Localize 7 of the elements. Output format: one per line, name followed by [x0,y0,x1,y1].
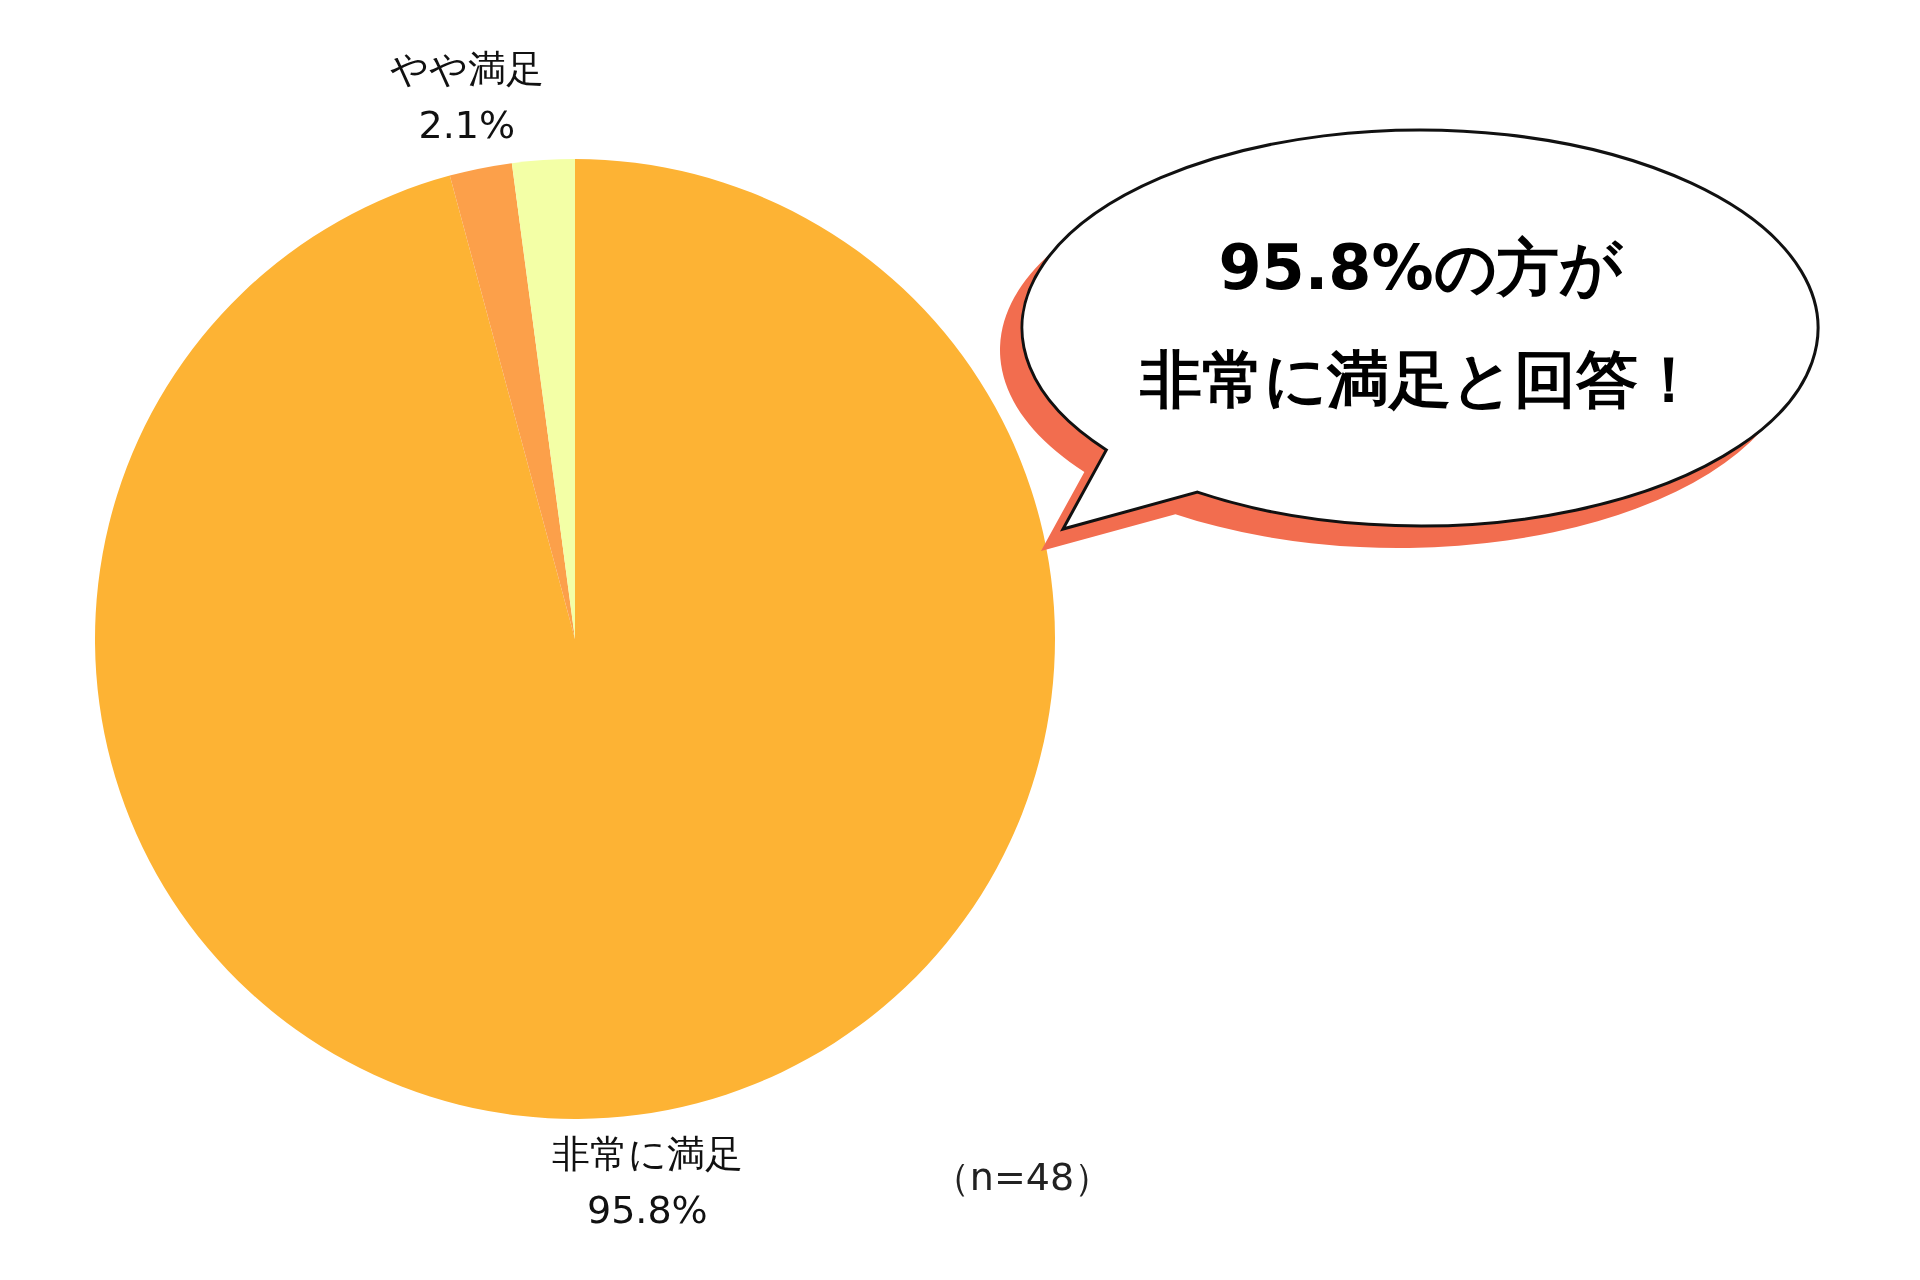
text: 非常に満足と回答！ [1139,343,1700,417]
text: （n=48） [931,1154,1113,1199]
slice-label: やや満足 [389,47,544,92]
text: 95.8%の方が [1218,231,1624,305]
data-label: 2.1% [418,103,516,148]
data-label: 95.8% [587,1187,708,1232]
slice-label: 非常に満足 [551,1131,743,1176]
